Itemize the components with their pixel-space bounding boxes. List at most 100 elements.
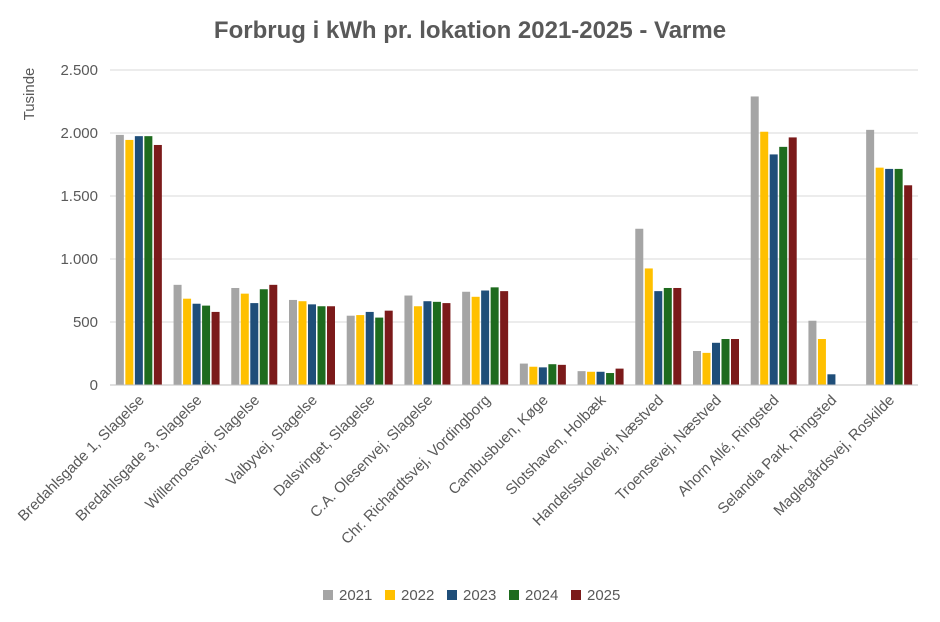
bar-2022: [471, 296, 480, 385]
y-axis-unit-label: Tusinde: [21, 68, 38, 121]
bar-2023: [308, 304, 316, 385]
bar-2023: [654, 291, 663, 385]
bar-series: [115, 96, 913, 386]
bar-2025: [153, 144, 162, 385]
legend-label-2021: 2021: [339, 587, 372, 604]
legend-label-2024: 2024: [525, 587, 558, 604]
legend-label-2025: 2025: [587, 587, 620, 604]
bar-2021: [519, 363, 528, 385]
category-label: Maglegårdsvej, Roskilde: [770, 392, 898, 520]
bar-2024: [490, 287, 499, 385]
y-tick-label: 0: [90, 377, 98, 394]
bar-2022: [125, 139, 134, 385]
bar-2021: [577, 371, 586, 385]
category-label: Troensevej, Næstved: [612, 392, 724, 504]
category-label: Willemoesvej, Slagelse: [142, 392, 263, 513]
bar-2021: [173, 284, 182, 385]
bar-2023: [712, 342, 720, 385]
legend: 2021 2022 2023 2024 2025: [323, 587, 620, 604]
bar-2021: [693, 350, 701, 385]
bar-2024: [202, 305, 211, 385]
bar-2025: [615, 368, 624, 385]
bar-2021: [289, 299, 297, 385]
y-tick-label: 2.000: [60, 125, 98, 142]
bar-2025: [269, 284, 278, 385]
bar-2025: [442, 303, 451, 385]
y-tick-label: 1.500: [60, 188, 98, 205]
bar-2025: [211, 311, 220, 385]
bar-2024: [721, 339, 730, 385]
legend-swatch-2022: [385, 590, 395, 600]
bar-2023: [769, 154, 778, 385]
legend-label-2023: 2023: [463, 587, 496, 604]
category-label: Slotshaven, Holbæk: [502, 391, 609, 498]
bar-2023: [192, 303, 201, 385]
bar-2024: [548, 364, 557, 385]
bar-2021: [866, 129, 875, 385]
bar-2022: [760, 131, 769, 385]
bar-2023: [885, 168, 894, 385]
bar-2023: [250, 303, 259, 385]
bar-2025: [731, 339, 739, 385]
chart-title: Forbrug i kWh pr. lokation 2021-2025 - V…: [214, 17, 726, 44]
legend-swatch-2025: [571, 590, 581, 600]
y-tick-label: 1.000: [60, 251, 98, 268]
bar-2021: [635, 228, 644, 385]
bar-2025: [500, 291, 509, 385]
bar-2022: [875, 167, 884, 385]
bar-2022: [298, 301, 307, 385]
bar-2025: [673, 287, 682, 385]
gridlines: [110, 69, 918, 323]
bar-2023: [827, 374, 836, 385]
category-label: Ahorn Allé, Ringsted: [674, 392, 782, 500]
bar-2022: [356, 315, 365, 385]
bar-2022: [817, 339, 826, 385]
legend-swatch-2024: [509, 590, 519, 600]
bar-2023: [423, 301, 432, 385]
bar-2022: [702, 352, 711, 385]
bar-2021: [404, 295, 413, 385]
category-label: Dalsvinget, Slagelse: [270, 392, 378, 500]
bar-2024: [606, 373, 615, 385]
legend-swatch-2021: [323, 590, 333, 600]
bar-2025: [557, 364, 566, 385]
bar-2024: [779, 146, 788, 385]
bar-2022: [183, 298, 192, 385]
bar-2025: [788, 137, 797, 385]
bar-2021: [346, 315, 355, 385]
bar-2021: [750, 96, 759, 386]
bar-2025: [904, 185, 913, 385]
bar-2025: [327, 306, 335, 385]
bar-2023: [596, 371, 605, 385]
y-tick-label: 500: [73, 314, 98, 331]
bar-2022: [587, 371, 596, 385]
y-axis-ticks: 0 500 1.000 1.500 2.000 2.500: [60, 62, 98, 394]
bar-2021: [808, 320, 817, 385]
bar-2022: [240, 293, 249, 385]
legend-swatch-2023: [447, 590, 457, 600]
y-tick-label: 2.500: [60, 62, 98, 79]
bar-2022: [644, 268, 653, 385]
bar-2021: [231, 287, 240, 385]
bar-2024: [317, 306, 326, 385]
bar-2024: [894, 168, 903, 385]
bar-2024: [259, 289, 268, 385]
bar-2023: [538, 367, 547, 385]
bar-2024: [663, 287, 672, 385]
bar-2023: [134, 136, 143, 385]
category-label: Cambusbuen, Køge: [445, 392, 551, 498]
bar-2021: [462, 291, 471, 385]
bar-2024: [375, 317, 384, 385]
bar-2025: [384, 310, 393, 385]
bar-2023: [365, 311, 374, 385]
bar-2021: [115, 134, 124, 385]
bar-2024: [144, 136, 153, 385]
bar-2023: [481, 290, 490, 385]
bar-2024: [432, 301, 441, 385]
bar-2022: [529, 366, 538, 385]
category-label: Selandia Park, Ringsted: [714, 392, 840, 518]
legend-label-2022: 2022: [401, 587, 434, 604]
bar-2022: [413, 306, 422, 385]
